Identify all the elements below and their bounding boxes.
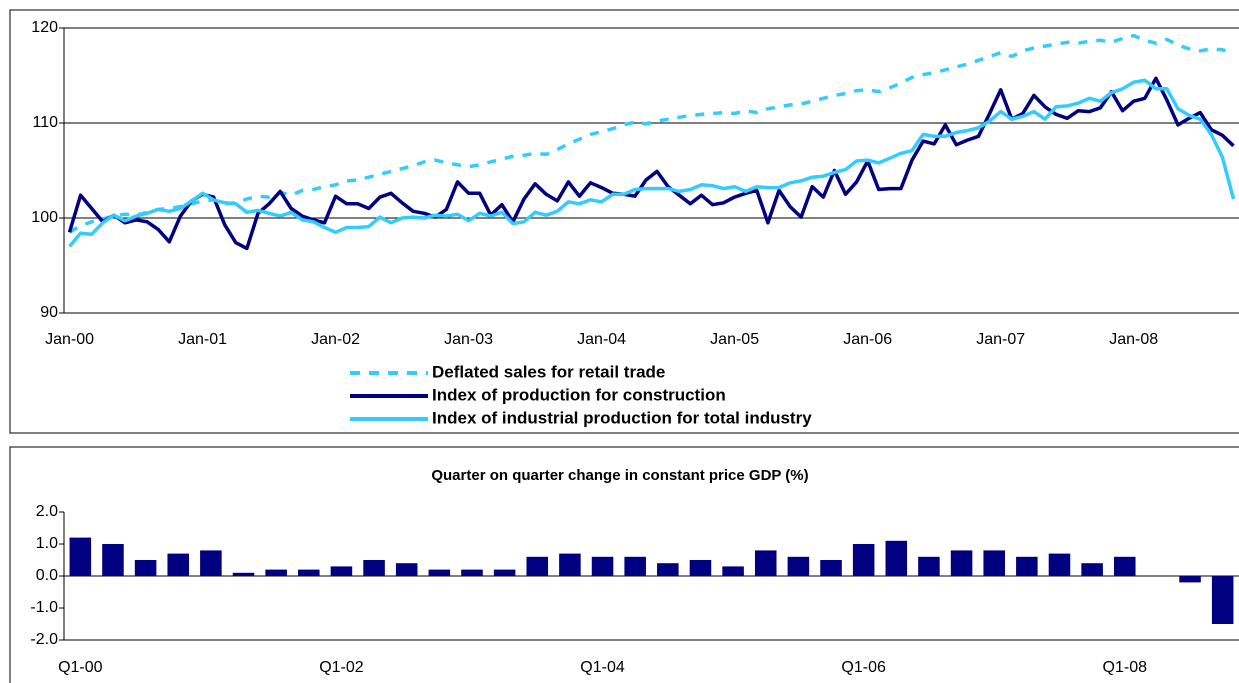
bar (1081, 563, 1103, 576)
x-tick-label: Jan-04 (577, 331, 626, 348)
series-line (68, 78, 1236, 248)
bar (134, 560, 157, 576)
bar (657, 563, 679, 576)
bar (493, 569, 516, 576)
x-tick-label: Jan-06 (843, 331, 892, 348)
bar (200, 550, 222, 576)
bar (1113, 556, 1136, 576)
bar (330, 566, 353, 576)
bar (820, 560, 842, 576)
x-tick-label: Jan-01 (178, 331, 227, 348)
y-tick-label: 0.0 (36, 567, 58, 584)
bar (787, 556, 810, 576)
bar (526, 556, 549, 576)
bar (1211, 576, 1234, 624)
y-tick-label: -1.0 (30, 599, 58, 616)
top-frame (9, 9, 1239, 434)
y-tick-label: 100 (31, 209, 58, 226)
bar (363, 560, 385, 576)
y-tick-label: 120 (31, 19, 58, 36)
bar (1179, 576, 1201, 583)
series-line (67, 76, 1235, 251)
x-tick-label: Jan-00 (45, 331, 94, 348)
x-tick-label: Q1-04 (580, 659, 625, 676)
x-tick-label: Q1-02 (319, 659, 364, 676)
legend-label: Index of industrial production for total… (432, 408, 812, 427)
bar (461, 569, 483, 576)
series-line (68, 33, 1234, 234)
x-tick-label: Jan-07 (976, 331, 1025, 348)
bar (852, 544, 875, 576)
y-tick-label: 1.0 (36, 535, 58, 552)
bar (918, 556, 940, 576)
x-tick-label: Jan-05 (710, 331, 759, 348)
bar (167, 553, 190, 576)
y-tick-label: 110 (32, 114, 58, 131)
bar (624, 556, 646, 576)
y-tick-label: -2.0 (30, 631, 58, 648)
x-tick-label: Q1-00 (58, 659, 103, 676)
bar (298, 569, 320, 576)
bar (1048, 553, 1071, 576)
bar (950, 550, 973, 576)
bar (559, 553, 581, 576)
bar (983, 550, 1005, 576)
y-tick-label: 90 (40, 304, 58, 321)
bar (591, 556, 614, 576)
x-tick-label: Q1-08 (1103, 659, 1148, 676)
chart-title: Quarter on quarter change in constant pr… (431, 467, 808, 484)
legend-label: Index of production for construction (432, 385, 726, 404)
x-tick-label: Jan-03 (444, 331, 493, 348)
bar (722, 566, 744, 576)
bar (885, 540, 908, 576)
x-tick-label: Jan-02 (311, 331, 360, 348)
x-tick-label: Q1-06 (841, 659, 886, 676)
bar (232, 572, 255, 576)
x-tick-label: Jan-08 (1109, 331, 1158, 348)
bar (689, 560, 712, 576)
bar (265, 569, 287, 576)
bar (69, 537, 92, 576)
bottom-frame (9, 446, 1239, 683)
legend-label: Deflated sales for retail trade (432, 362, 665, 381)
bar (395, 563, 418, 576)
bar (754, 550, 777, 576)
bar (428, 569, 451, 576)
bar (1016, 556, 1038, 576)
bar (102, 544, 124, 576)
y-tick-label: 2.0 (36, 503, 58, 520)
